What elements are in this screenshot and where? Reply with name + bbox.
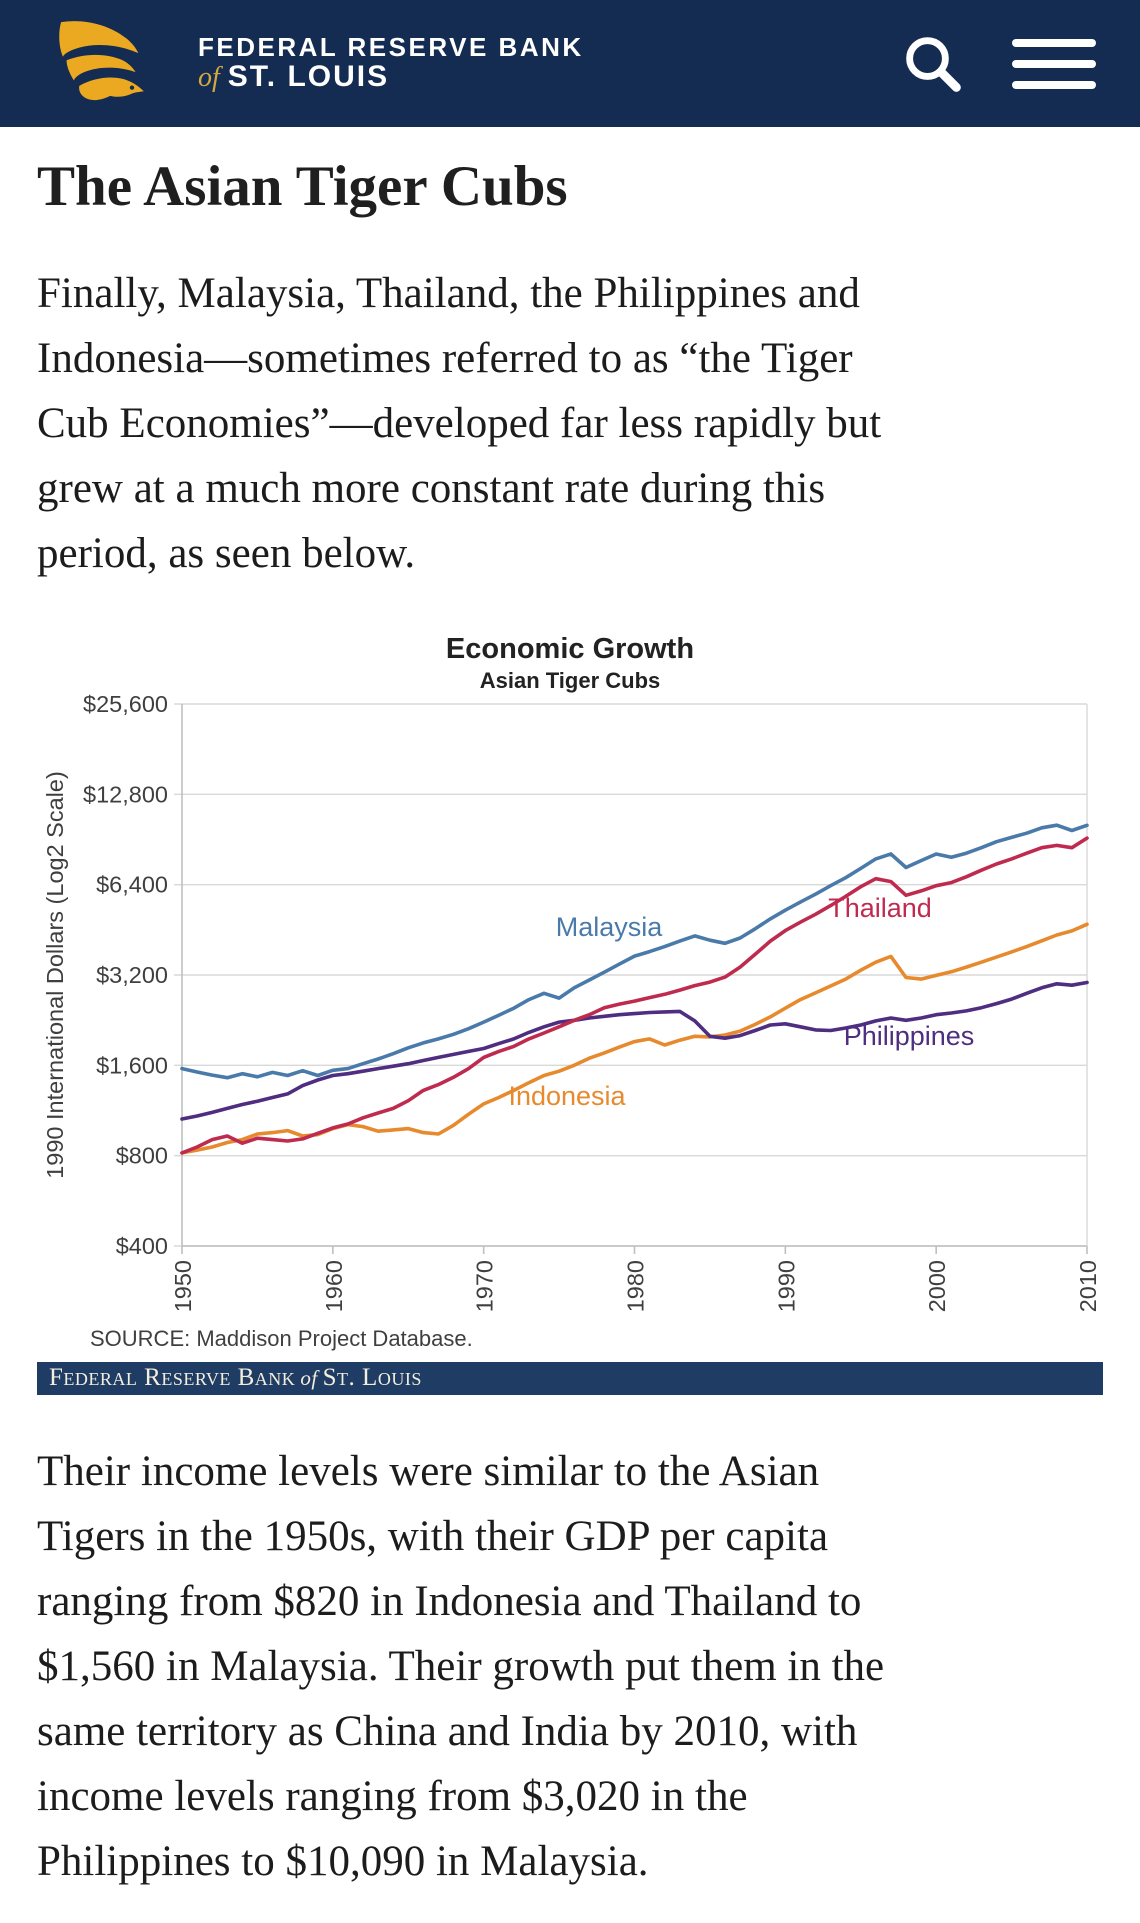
brand-bar-bank: Federal Reserve Bank <box>49 1364 296 1392</box>
frb-eagle-logo[interactable] <box>52 16 152 112</box>
search-icon[interactable] <box>900 31 966 97</box>
article: The Asian Tiger Cubs Finally, Malaysia, … <box>0 157 1140 1894</box>
hamburger-menu-icon[interactable] <box>1012 38 1096 89</box>
page-title: The Asian Tiger Cubs <box>37 155 568 218</box>
svg-text:$25,600: $25,600 <box>83 694 168 717</box>
series-label-philippines: Philippines <box>844 1021 975 1051</box>
svg-text:1990 International Dollars (Lo: 1990 International Dollars (Log2 Scale) <box>42 771 68 1179</box>
svg-text:$6,400: $6,400 <box>96 872 168 898</box>
svg-text:$3,200: $3,200 <box>96 962 168 988</box>
svg-text:2010: 2010 <box>1075 1260 1101 1312</box>
bank-name-of: of <box>198 62 220 94</box>
chart-title: Economic Growth <box>445 632 695 665</box>
series-label-indonesia: Indonesia <box>508 1081 626 1111</box>
svg-text:1970: 1970 <box>472 1260 498 1312</box>
chart-source: SOURCE: Maddison Project Database. <box>90 1325 473 1351</box>
bank-wordmark: FEDERAL RESERVE BANK of ST. LOUIS <box>198 33 584 93</box>
intro-paragraph: Finally, Malaysia, Thailand, the Philipp… <box>37 269 882 577</box>
svg-text:$1,600: $1,600 <box>96 1052 168 1078</box>
series-line-malaysia <box>180 823 1089 1080</box>
svg-text:$800: $800 <box>116 1143 168 1169</box>
closing-paragraph: Their income levels were similar to the … <box>37 1447 885 1885</box>
svg-text:1960: 1960 <box>321 1260 347 1312</box>
bank-name-line1: FEDERAL RESERVE BANK <box>198 32 584 63</box>
series-label-malaysia: Malaysia <box>556 912 664 942</box>
series-line-thailand <box>180 836 1089 1155</box>
svg-text:2000: 2000 <box>924 1260 950 1312</box>
economic-growth-chart: Economic Growth Asian Tiger Cubs $25,600… <box>37 632 1103 1395</box>
svg-text:1990: 1990 <box>773 1260 799 1312</box>
bank-name-line2: ST. LOUIS <box>227 60 390 94</box>
series-line-philippines <box>180 980 1089 1121</box>
series-label-thailand: Thailand <box>828 893 932 923</box>
brand-bar-of: of <box>300 1365 318 1390</box>
svg-text:1950: 1950 <box>170 1260 196 1312</box>
brand-bar-place: St. Louis <box>322 1364 422 1392</box>
svg-text:$12,800: $12,800 <box>83 781 168 807</box>
svg-text:$400: $400 <box>116 1233 168 1259</box>
line-chart-canvas: $25,600 $12,800 $6,400 $3,200 $1,600 $800 $400… <box>42 694 1101 1312</box>
svg-text:1980: 1980 <box>623 1260 649 1312</box>
chart-subtitle: Asian Tiger Cubs <box>479 667 661 693</box>
brand-bar: Federal Reserve Bank of St. Louis <box>37 1361 1103 1395</box>
site-header: FEDERAL RESERVE BANK of ST. LOUIS <box>0 0 1140 127</box>
